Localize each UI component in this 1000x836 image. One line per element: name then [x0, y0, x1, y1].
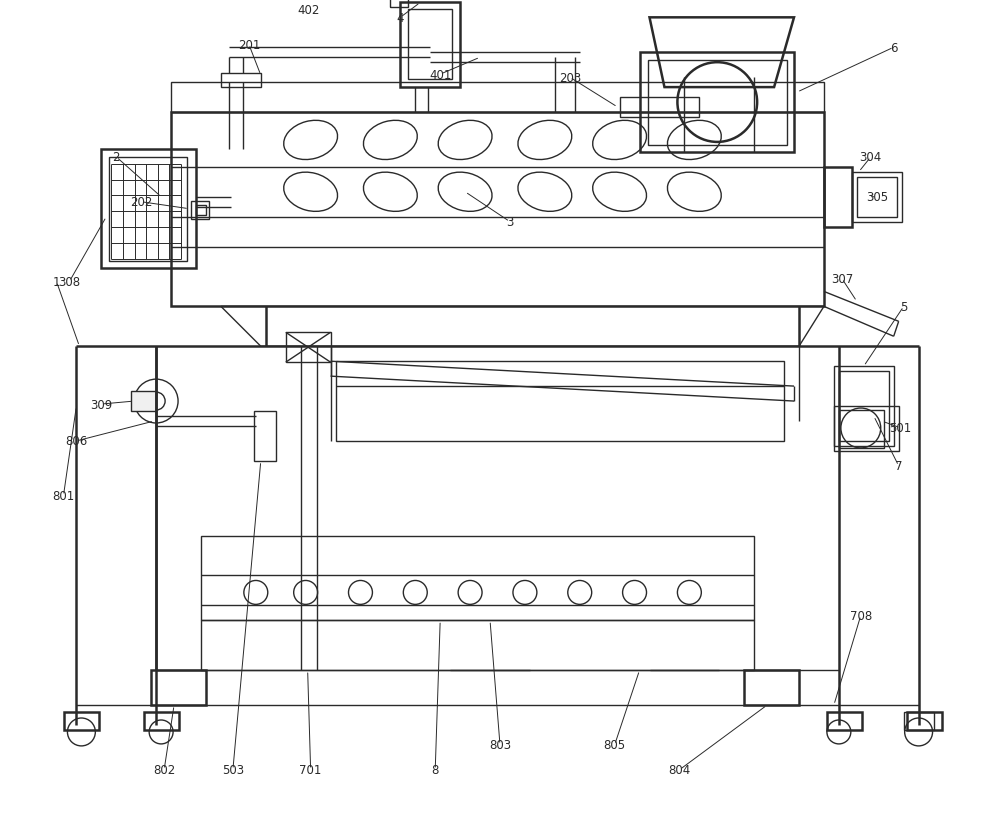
Text: 503: 503 — [222, 763, 244, 777]
Bar — [171, 113, 824, 307]
Bar — [824, 168, 852, 227]
Text: 401: 401 — [429, 69, 451, 82]
Text: 308: 308 — [58, 276, 80, 288]
Bar — [196, 206, 206, 216]
Text: 804: 804 — [668, 763, 691, 777]
Text: 201: 201 — [238, 38, 260, 52]
Bar — [907, 712, 942, 730]
Bar — [827, 712, 862, 730]
Bar — [201, 620, 754, 670]
Bar — [390, 0, 408, 8]
Bar — [408, 10, 452, 80]
Text: 1: 1 — [53, 276, 60, 288]
Bar — [640, 54, 794, 153]
Bar — [744, 670, 799, 706]
Bar — [64, 712, 99, 730]
Bar — [620, 98, 699, 118]
Bar — [131, 391, 156, 411]
Text: 402: 402 — [297, 4, 320, 17]
Text: 305: 305 — [866, 191, 888, 204]
Bar — [336, 362, 784, 441]
Text: 309: 309 — [90, 398, 112, 411]
Text: 801: 801 — [52, 490, 75, 502]
Text: 202: 202 — [130, 196, 152, 209]
Bar — [144, 712, 179, 730]
Text: 304: 304 — [860, 151, 882, 164]
Bar — [857, 177, 897, 217]
Bar — [839, 410, 884, 448]
Bar — [834, 367, 894, 446]
Text: 8: 8 — [432, 763, 439, 777]
Text: 802: 802 — [153, 763, 175, 777]
Text: 701: 701 — [299, 763, 322, 777]
Bar — [171, 83, 824, 113]
Text: 7: 7 — [895, 460, 902, 473]
Bar — [221, 74, 261, 88]
Bar — [286, 333, 331, 363]
Bar — [254, 411, 276, 461]
Text: 3: 3 — [506, 216, 514, 229]
Text: 6: 6 — [890, 42, 897, 54]
Bar — [151, 670, 206, 706]
Text: 2: 2 — [113, 151, 120, 164]
Text: 806: 806 — [65, 435, 88, 448]
Text: 203: 203 — [559, 72, 581, 84]
Text: 708: 708 — [850, 609, 872, 622]
Bar — [109, 158, 187, 261]
Text: 307: 307 — [831, 273, 853, 286]
Bar — [834, 406, 899, 451]
Text: 803: 803 — [489, 738, 511, 752]
Text: 5: 5 — [900, 300, 907, 314]
Text: 805: 805 — [604, 738, 626, 752]
Text: 501: 501 — [890, 422, 912, 435]
Bar — [839, 372, 889, 441]
Text: 4: 4 — [397, 12, 404, 25]
Bar — [904, 712, 934, 730]
Bar — [101, 150, 196, 269]
Bar — [201, 536, 754, 620]
Bar — [648, 61, 787, 145]
Bar — [852, 172, 902, 222]
Bar — [400, 3, 460, 88]
Bar — [191, 201, 209, 219]
